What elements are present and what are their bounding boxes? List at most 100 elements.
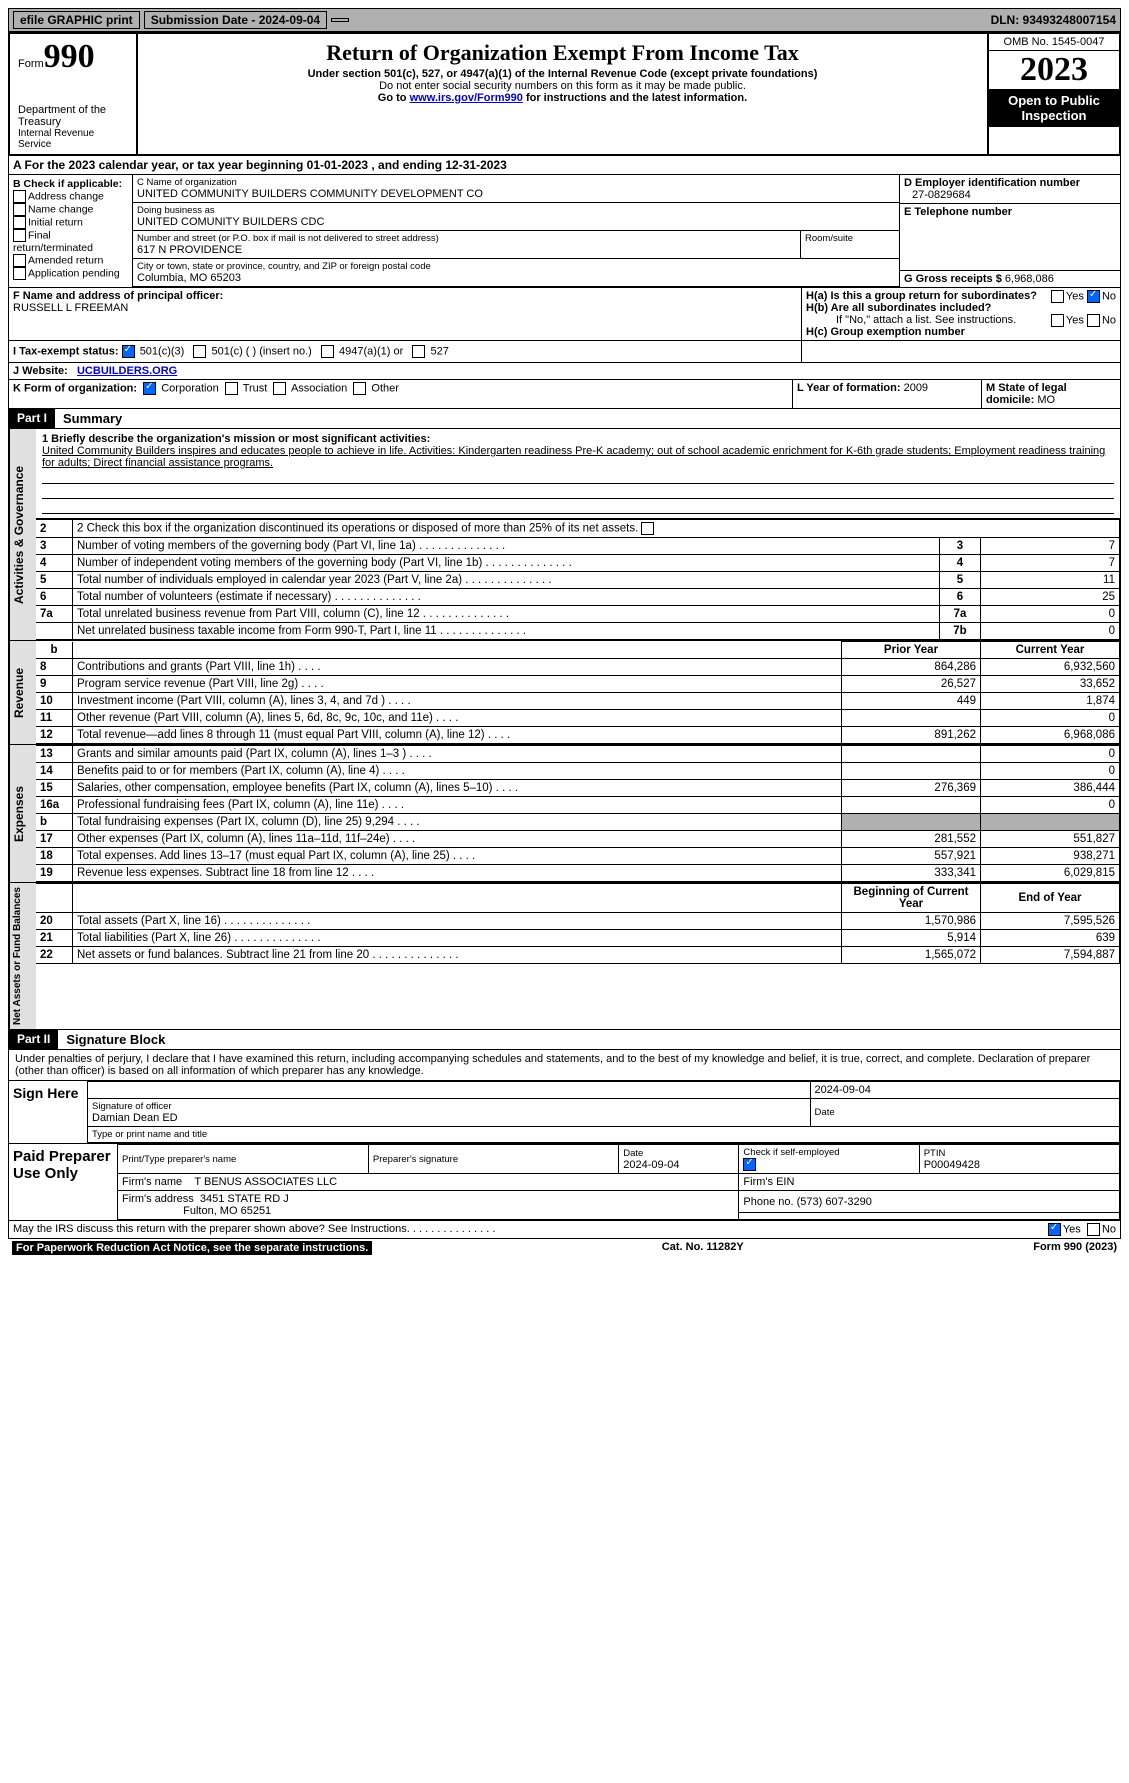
row-j-website: J Website: UCBUILDERS.ORG: [8, 363, 1121, 380]
cb-527[interactable]: [412, 345, 425, 358]
dept-treasury: Department of the Treasury: [18, 104, 128, 128]
hb-label: H(b) Are all subordinates included?: [806, 302, 991, 314]
box-de: D Employer identification number 27-0829…: [899, 175, 1120, 287]
cb-address-change[interactable]: [13, 190, 26, 203]
goto-post: for instructions and the latest informat…: [526, 92, 747, 104]
firm-addr1: 3451 STATE RD J: [200, 1193, 289, 1205]
form-number: 990: [44, 38, 95, 75]
ein-value: 27-0829684: [904, 189, 971, 201]
val-7a: 0: [981, 606, 1120, 623]
room-label: Room/suite: [805, 233, 895, 244]
cb-ha-no[interactable]: [1087, 290, 1100, 303]
omb-number: OMB No. 1545-0047: [989, 34, 1119, 51]
val-6: 25: [981, 589, 1120, 606]
row-klm: K Form of organization: Corporation Trus…: [8, 380, 1121, 409]
dln-text: DLN: 93493248007154: [991, 13, 1116, 27]
line1-label: 1 Briefly describe the organization's mi…: [42, 433, 430, 445]
firm-phone: (573) 607-3290: [797, 1196, 872, 1208]
org-name-label: C Name of organization: [137, 177, 895, 188]
ptin: P00049428: [924, 1159, 980, 1171]
cb-amended[interactable]: [13, 254, 26, 267]
ha-label: H(a) Is this a group return for subordin…: [806, 290, 1037, 302]
cb-discuss-no[interactable]: [1087, 1223, 1100, 1236]
year-formation: 2009: [904, 382, 928, 394]
cb-initial-return[interactable]: [13, 216, 26, 229]
cb-hb-yes[interactable]: [1051, 314, 1064, 327]
table-row: 18Total expenses. Add lines 13–17 (must …: [36, 848, 1120, 865]
val-7b: 0: [981, 623, 1120, 640]
form-header: Form990 Department of the Treasury Inter…: [8, 32, 1121, 156]
box-b-checkboxes: B Check if applicable: Address change Na…: [9, 175, 133, 287]
paperwork-notice: For Paperwork Reduction Act Notice, see …: [12, 1241, 372, 1255]
tax-year: 2023: [989, 51, 1119, 89]
firm-addr2: Fulton, MO 65251: [183, 1205, 271, 1217]
cb-501c[interactable]: [193, 345, 206, 358]
val-5: 11: [981, 572, 1120, 589]
part-ii-header: Part II Signature Block: [8, 1030, 1121, 1050]
vert-revenue: Revenue: [9, 641, 36, 744]
cb-4947[interactable]: [321, 345, 334, 358]
cb-line2[interactable]: [641, 522, 654, 535]
sig-date: 2024-09-04: [810, 1082, 1119, 1099]
cb-final-return[interactable]: [13, 229, 26, 242]
paid-preparer-block: Paid Preparer Use Only Print/Type prepar…: [8, 1144, 1121, 1221]
subtitle-2: Do not enter social security numbers on …: [144, 80, 981, 92]
cb-other[interactable]: [353, 382, 366, 395]
vert-netassets: Net Assets or Fund Balances: [9, 883, 36, 1029]
gross-receipts: 6,968,086: [1005, 273, 1054, 285]
street-label: Number and street (or P.O. box if mail i…: [137, 233, 796, 244]
goto-pre: Go to: [378, 92, 410, 104]
city: Columbia, MO 65203: [137, 272, 241, 284]
website-link[interactable]: UCBUILDERS.ORG: [77, 365, 177, 377]
irs-link[interactable]: www.irs.gov/Form990: [410, 92, 523, 104]
cat-no: Cat. No. 11282Y: [662, 1241, 744, 1255]
subtitle-1: Under section 501(c), 527, or 4947(a)(1)…: [144, 68, 981, 80]
row-a-tax-year: A For the 2023 calendar year, or tax yea…: [8, 156, 1121, 175]
form-word: Form: [18, 58, 44, 70]
dba-label: Doing business as: [137, 205, 895, 216]
sign-here-label: Sign Here: [9, 1081, 88, 1143]
section-expenses: Expenses 13Grants and similar amounts pa…: [8, 745, 1121, 883]
spacer-button: [331, 18, 349, 22]
open-inspection: Open to Public Inspection: [989, 89, 1119, 127]
cb-assoc[interactable]: [273, 382, 286, 395]
table-row: 19Revenue less expenses. Subtract line 1…: [36, 865, 1120, 882]
cb-pending[interactable]: [13, 267, 26, 280]
entity-grid: B Check if applicable: Address change Na…: [8, 175, 1121, 288]
row-fh: F Name and address of principal officer:…: [8, 288, 1121, 341]
mission-text: United Community Builders inspires and e…: [42, 445, 1105, 469]
section-netassets: Net Assets or Fund Balances Beginning of…: [8, 883, 1121, 1030]
cb-trust[interactable]: [225, 382, 238, 395]
officer-name: RUSSELL L FREEMAN: [13, 302, 128, 314]
discuss-row: May the IRS discuss this return with the…: [8, 1221, 1121, 1239]
cb-self-employed[interactable]: [743, 1158, 756, 1171]
irs-text: Internal Revenue Service: [18, 128, 128, 150]
phone-label: E Telephone number: [904, 206, 1012, 218]
table-row: 17Other expenses (Part IX, column (A), l…: [36, 831, 1120, 848]
hc-label: H(c) Group exemption number: [806, 326, 965, 338]
declaration-text: Under penalties of perjury, I declare th…: [9, 1050, 1120, 1080]
submission-date-button[interactable]: Submission Date - 2024-09-04: [144, 11, 327, 29]
section-activities: Activities & Governance 1 Briefly descri…: [8, 429, 1121, 641]
signature-block: Under penalties of perjury, I declare th…: [8, 1050, 1121, 1144]
cb-ha-yes[interactable]: [1051, 290, 1064, 303]
footer: For Paperwork Reduction Act Notice, see …: [8, 1239, 1121, 1257]
cb-discuss-yes[interactable]: [1048, 1223, 1061, 1236]
cb-501c3[interactable]: [122, 345, 135, 358]
form-title: Return of Organization Exempt From Incom…: [144, 40, 981, 66]
table-row: 21Total liabilities (Part X, line 26)5,9…: [36, 930, 1120, 947]
cb-hb-no[interactable]: [1087, 314, 1100, 327]
efile-button[interactable]: efile GRAPHIC print: [13, 11, 140, 29]
domicile-state: MO: [1037, 394, 1055, 406]
cb-corp[interactable]: [143, 382, 156, 395]
vert-activities: Activities & Governance: [9, 429, 36, 640]
section-revenue: Revenue bPrior YearCurrent Year 8Contrib…: [8, 641, 1121, 745]
org-name: UNITED COMMUNITY BUILDERS COMMUNITY DEVE…: [137, 188, 483, 200]
ein-label: D Employer identification number: [904, 177, 1080, 189]
row-i: I Tax-exempt status: 501(c)(3) 501(c) ( …: [8, 341, 1121, 363]
firm-name: T BENUS ASSOCIATES LLC: [194, 1176, 337, 1188]
vert-expenses: Expenses: [9, 745, 36, 882]
val-4: 7: [981, 555, 1120, 572]
table-row: bTotal fundraising expenses (Part IX, co…: [36, 814, 1120, 831]
cb-name-change[interactable]: [13, 203, 26, 216]
